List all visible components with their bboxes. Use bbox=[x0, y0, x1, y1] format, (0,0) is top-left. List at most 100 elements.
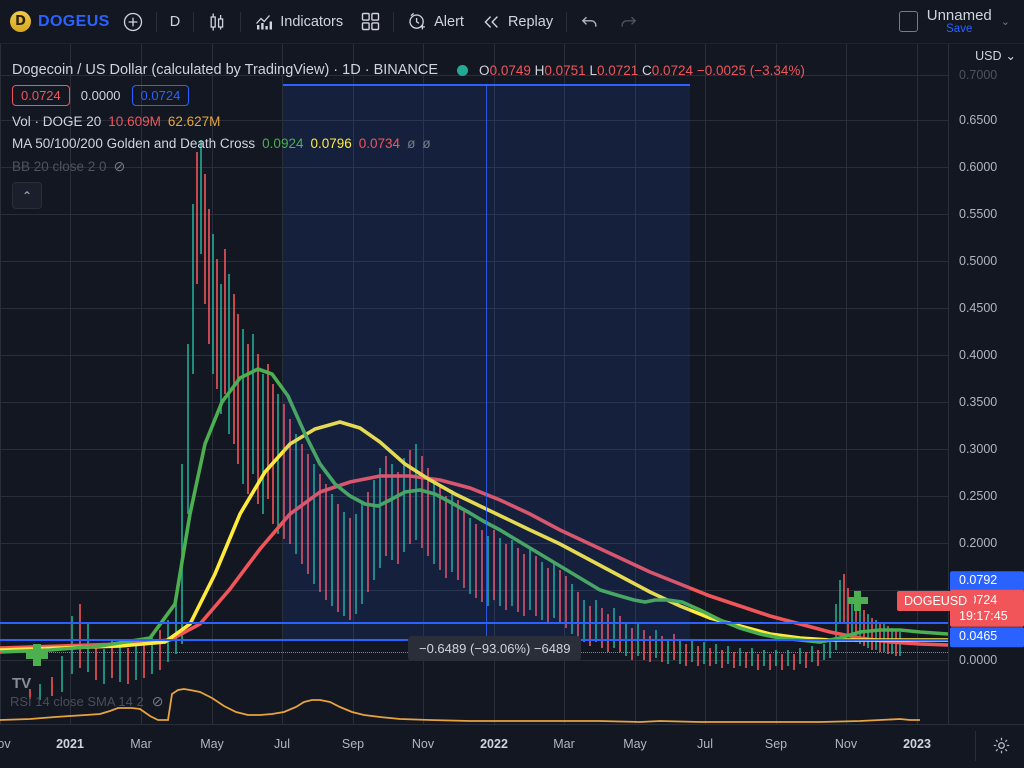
ohlc-h-value: 0.0751 bbox=[544, 62, 586, 78]
time-tick: 2021 bbox=[56, 737, 84, 751]
collapse-legend-button[interactable]: ⌃ bbox=[12, 182, 42, 209]
hidden-eye-icon[interactable]: ⊘ bbox=[113, 158, 126, 174]
price-tick: 0.0000 bbox=[959, 653, 998, 667]
ma-slot-2: ø bbox=[422, 136, 431, 151]
layout-square-icon bbox=[898, 11, 918, 32]
market-status-dot bbox=[457, 64, 469, 76]
hidden-eye-icon[interactable]: ⊘ bbox=[151, 693, 164, 709]
chart-type-button[interactable] bbox=[198, 7, 236, 37]
replay-button[interactable]: Replay bbox=[473, 7, 562, 37]
time-tick: Sep bbox=[341, 737, 365, 751]
legend-pill-row: 0.0724 0.0000 0.0724 bbox=[12, 85, 805, 106]
pill-blue-value[interactable]: 0.0724 bbox=[131, 85, 190, 106]
ma-slot-1: ø bbox=[407, 136, 416, 151]
time-tick: 2022 bbox=[480, 737, 508, 751]
price-tick: 0.4000 bbox=[959, 348, 998, 362]
candlestick-icon bbox=[210, 13, 224, 30]
price-tick: 0.4500 bbox=[959, 301, 998, 315]
plus-bar-vertical bbox=[854, 591, 861, 611]
price-axis-unit[interactable]: USD ⌄ bbox=[975, 48, 1016, 64]
layout-button[interactable] bbox=[352, 7, 389, 37]
plus-marker-left[interactable] bbox=[26, 644, 48, 666]
bb-indicator-name: BB 20 close 2 0 bbox=[12, 159, 107, 174]
save-button[interactable]: Save bbox=[946, 23, 973, 36]
alert-label: Alert bbox=[434, 13, 464, 30]
layout-save-area[interactable]: Unnamed Save ⌄ bbox=[898, 7, 1014, 36]
brand[interactable]: D DOGEUS bbox=[10, 11, 114, 32]
price-tick: 0.7000 bbox=[959, 68, 998, 82]
price-tick: 0.2500 bbox=[959, 489, 998, 503]
symbol-price-tag[interactable]: DOGEUSD bbox=[897, 591, 975, 611]
gridline-h bbox=[0, 402, 948, 403]
chart-area: ↓ bbox=[0, 44, 1024, 768]
ohlc-l-value: 0.0721 bbox=[596, 62, 639, 78]
toolbar-divider bbox=[566, 11, 568, 32]
time-tick: Jul bbox=[274, 737, 290, 751]
ohlc-o-key: O bbox=[479, 62, 490, 78]
price-badge-upper[interactable]: 0.0792 bbox=[950, 571, 1024, 591]
add-symbol-button[interactable] bbox=[114, 7, 152, 37]
toolbar-divider bbox=[155, 11, 157, 32]
undo-button[interactable] bbox=[571, 7, 609, 37]
replay-label: Replay bbox=[507, 13, 554, 30]
measurement-hline-lower bbox=[0, 622, 948, 624]
indicators-button[interactable]: Indicators bbox=[245, 7, 352, 37]
legend-title-row[interactable]: Dogecoin / US Dollar (calculated by Trad… bbox=[12, 62, 805, 78]
tradingview-logo: TV bbox=[12, 675, 32, 692]
time-tick: May bbox=[200, 737, 224, 751]
gridline-h bbox=[0, 308, 948, 309]
ohlc-values: O0.0749 H0.0751 L0.0721 C0.0724 −0.0025 … bbox=[479, 63, 805, 78]
grid-layout-icon bbox=[361, 12, 380, 31]
settings-gear-icon[interactable] bbox=[993, 737, 1010, 754]
price-tick: 0.3000 bbox=[959, 442, 998, 456]
legend-ma-row[interactable]: MA 50/100/200 Golden and Death Cross 0.0… bbox=[12, 136, 805, 151]
rsi-indicator-label[interactable]: RSI 14 close SMA 14 2 ⊘ bbox=[10, 693, 163, 710]
legend-bb-row[interactable]: BB 20 close 2 0 ⊘ bbox=[12, 158, 805, 175]
time-axis[interactable]: ov 2021 Mar May Jul Sep Nov 2022 Mar May… bbox=[0, 724, 1024, 768]
ma100-line bbox=[0, 420, 948, 652]
last-price-time: 19:17:45 bbox=[959, 609, 1008, 623]
replay-rewind-icon bbox=[484, 15, 498, 28]
price-axis-unit-label: USD bbox=[975, 48, 1002, 63]
gridline-h bbox=[0, 214, 948, 215]
rsi-label-text: RSI 14 close SMA 14 2 bbox=[10, 694, 144, 709]
redo-button[interactable] bbox=[609, 7, 647, 37]
gridline-h bbox=[0, 543, 948, 544]
chevron-down-icon[interactable]: ⌄ bbox=[1005, 49, 1016, 63]
interval-label: D bbox=[169, 13, 181, 30]
price-tick: 0.2000 bbox=[959, 536, 998, 550]
legend-volume-row[interactable]: Vol · DOGE 20 10.609M 62.627M bbox=[12, 114, 805, 129]
indicators-icon bbox=[256, 14, 273, 29]
alert-button[interactable]: Alert bbox=[398, 7, 473, 37]
candlesticks bbox=[29, 140, 901, 700]
pill-red-value[interactable]: 0.0724 bbox=[12, 85, 70, 106]
price-badge-lower[interactable]: 0.0465 bbox=[950, 627, 1024, 647]
measurement-tooltip: −0.6489 (−93.06%) −6489 bbox=[408, 636, 582, 661]
chevron-down-icon[interactable]: ⌄ bbox=[1000, 16, 1010, 28]
ma200-value: 0.0734 bbox=[358, 136, 401, 151]
ma-indicator-name: MA 50/100/200 Golden and Death Cross bbox=[12, 136, 256, 151]
time-tick: ov bbox=[0, 737, 11, 751]
plus-bar-vertical bbox=[33, 644, 41, 666]
gridline-h bbox=[0, 167, 948, 168]
price-axis[interactable]: USD ⌄ 0.7000 0.6500 0.6000 0.5500 0.5000… bbox=[948, 44, 1024, 724]
toolbar-divider bbox=[240, 11, 242, 32]
ma50-value: 0.0924 bbox=[262, 136, 304, 151]
gridline-h bbox=[0, 120, 948, 121]
time-tick: Sep bbox=[764, 737, 788, 751]
price-tick: 0.5500 bbox=[959, 207, 998, 221]
doge-logo-icon: D bbox=[10, 11, 31, 32]
ohlc-c-key: C bbox=[642, 62, 652, 78]
toolbar-divider bbox=[393, 11, 395, 32]
time-tick: Nov bbox=[834, 737, 858, 751]
price-tick: 0.6000 bbox=[959, 160, 998, 174]
interval-button[interactable]: D bbox=[161, 7, 189, 37]
price-tick: 0.6500 bbox=[959, 113, 998, 127]
plus-marker-right[interactable] bbox=[848, 591, 868, 611]
price-tick: 0.5000 bbox=[959, 254, 998, 268]
time-tick: Mar bbox=[553, 737, 575, 751]
time-tick: May bbox=[623, 737, 647, 751]
chart-legend: Dogecoin / US Dollar (calculated by Trad… bbox=[12, 62, 805, 209]
time-tick: Nov bbox=[411, 737, 435, 751]
volume-value-2: 62.627M bbox=[167, 114, 221, 129]
